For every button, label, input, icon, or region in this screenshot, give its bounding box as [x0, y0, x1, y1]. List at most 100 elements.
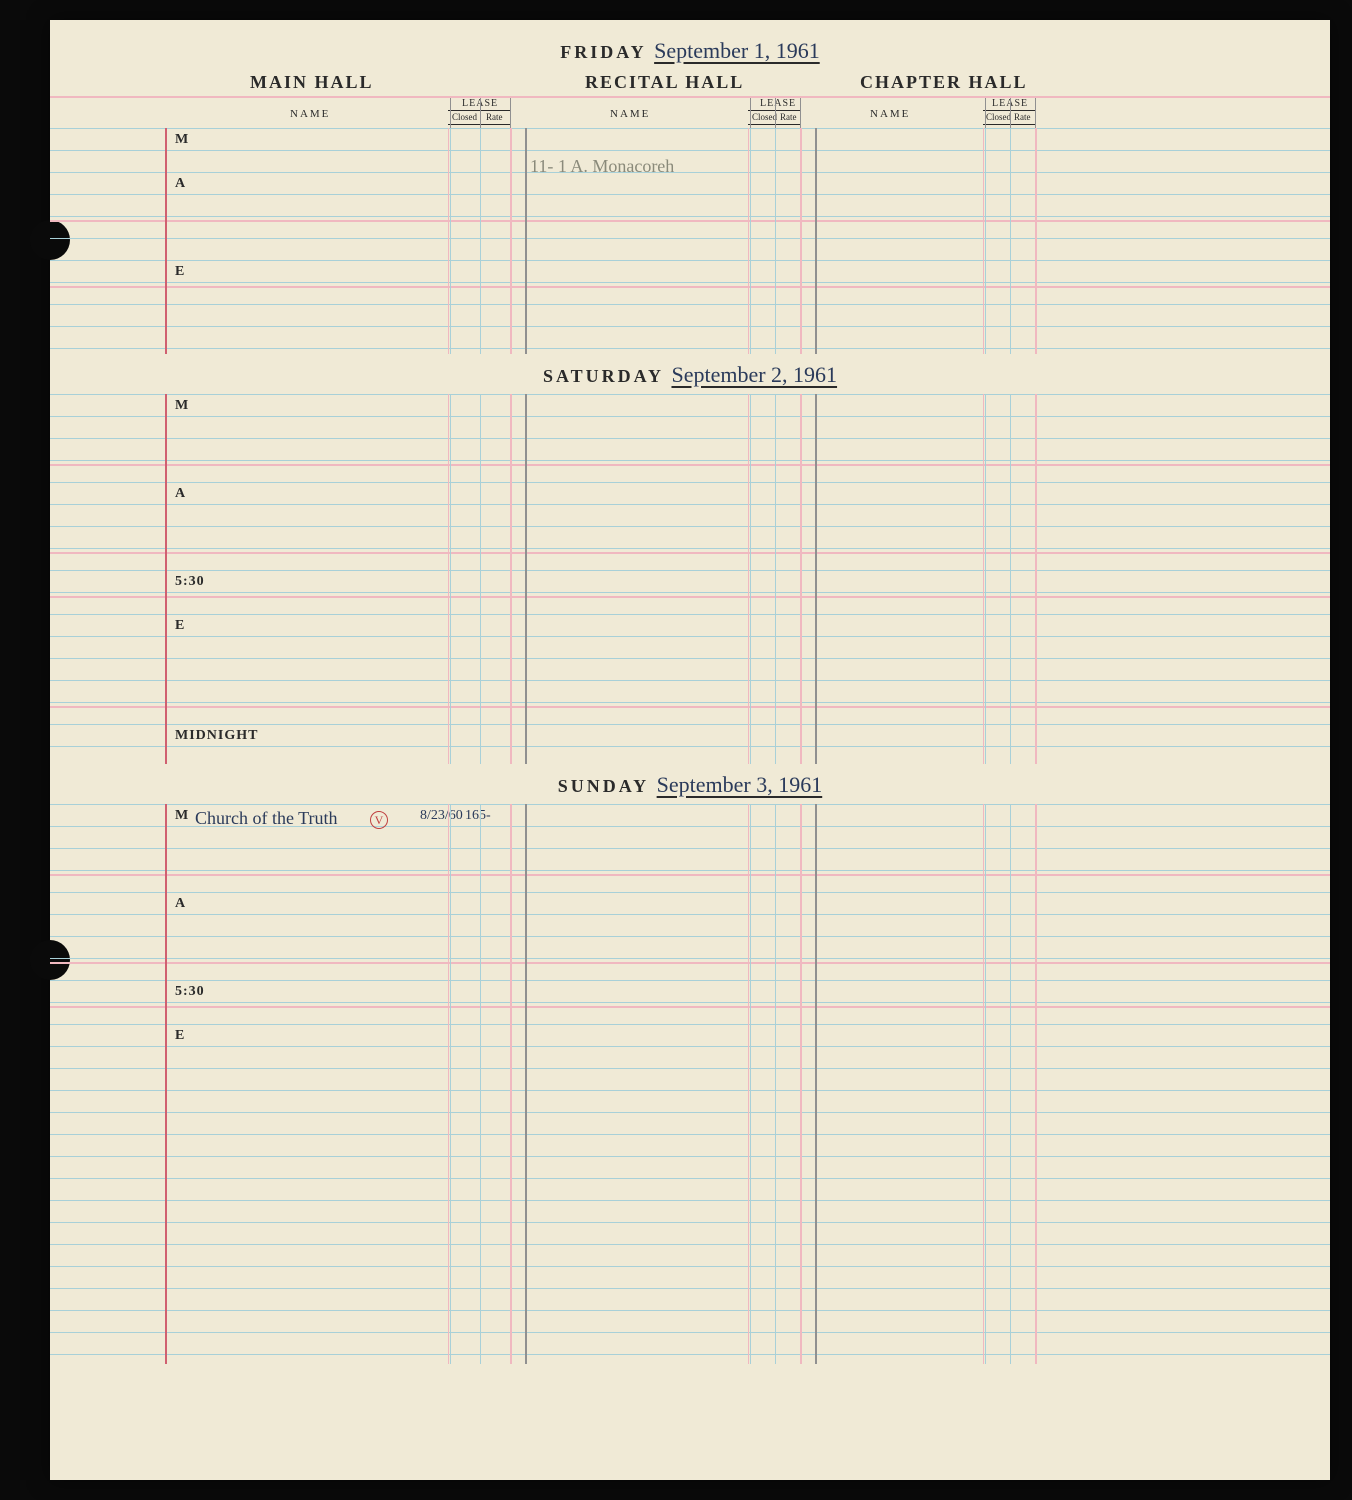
rule-line	[50, 238, 1330, 239]
sunday-header: SUNDAY September 3, 1961	[50, 772, 1330, 798]
rule-line	[50, 592, 1330, 593]
rule-line	[50, 1112, 1330, 1113]
column-rule	[983, 804, 984, 1364]
column-headers: NAME LEASE Closed Rate NAME LEASE Closed…	[50, 98, 1330, 128]
column-rule	[1035, 804, 1037, 1364]
column-rule	[1035, 98, 1036, 128]
column-rule	[1010, 804, 1011, 1364]
rule-line	[50, 614, 1330, 615]
rule-line	[50, 1178, 1330, 1179]
rule-line	[50, 526, 1330, 527]
column-rule	[815, 804, 817, 1364]
section-divider	[50, 1006, 1330, 1008]
section-divider	[50, 286, 1330, 288]
rule-line	[50, 194, 1330, 195]
column-rule	[815, 128, 817, 354]
rule-line	[50, 1288, 1330, 1289]
chapter-closed-header: Closed	[986, 112, 1011, 122]
rule-line	[50, 1046, 1330, 1047]
ledger-entry: 11- 1 A. Monacoreh	[530, 156, 674, 177]
recital-rate-header: Rate	[780, 112, 797, 122]
column-rule	[1010, 128, 1011, 354]
rule-line	[50, 548, 1330, 549]
column-rule	[775, 394, 776, 764]
rule-line	[50, 416, 1330, 417]
column-rule	[985, 128, 986, 354]
friday-header: FRIDAY September 1, 1961	[50, 38, 1330, 64]
rule-line	[50, 1068, 1330, 1069]
chapter-rate-header: Rate	[1014, 112, 1031, 122]
sunday-date: September 3, 1961	[657, 772, 823, 797]
main-rate-header: Rate	[486, 112, 503, 122]
rule-line	[50, 1156, 1330, 1157]
rule-line	[50, 1090, 1330, 1091]
rule-line	[50, 460, 1330, 461]
column-rule	[448, 394, 449, 764]
column-rule	[448, 128, 449, 354]
column-rule	[748, 804, 749, 1364]
rule-line	[50, 914, 1330, 915]
saturday-header: SATURDAY September 2, 1961	[50, 362, 1330, 388]
saturday-date: September 2, 1961	[671, 362, 837, 387]
column-rule	[750, 98, 751, 128]
main-name-header: NAME	[290, 108, 330, 120]
rule-line	[50, 504, 1330, 505]
column-rule	[510, 98, 511, 128]
column-rule	[800, 804, 802, 1364]
rule-line	[50, 1266, 1330, 1267]
header-underline	[983, 110, 1035, 111]
time-slot-midnight: MIDNIGHT	[175, 728, 258, 744]
sunday-label: SUNDAY	[558, 776, 649, 796]
rule-line	[50, 892, 1330, 893]
column-rule	[750, 128, 751, 354]
rule-line	[50, 304, 1330, 305]
column-rule	[165, 394, 167, 764]
rule-line	[50, 348, 1330, 349]
rule-line	[50, 1244, 1330, 1245]
column-rule	[748, 394, 749, 764]
recital-name-header: NAME	[610, 108, 650, 120]
ledger-entry: V	[370, 808, 388, 829]
rule-line	[50, 702, 1330, 703]
rule-line	[50, 482, 1330, 483]
column-rule	[450, 98, 451, 128]
time-slot-e: E	[175, 264, 185, 280]
rule-line	[50, 804, 1330, 805]
header-underline	[983, 124, 1035, 125]
column-rule	[448, 804, 449, 1364]
column-rule	[450, 128, 451, 354]
saturday-label: SATURDAY	[543, 366, 664, 386]
ruled-area-sunday: MA5:30EChurch of the TruthV8/23/60165-	[50, 804, 1330, 1364]
main-hall-title: MAIN HALL	[250, 72, 374, 93]
header-underline	[448, 124, 510, 125]
rule-line	[50, 1200, 1330, 1201]
section-divider	[50, 552, 1330, 554]
recital-hall-title: RECITAL HALL	[585, 72, 744, 93]
column-rule	[1035, 394, 1037, 764]
rule-line	[50, 870, 1330, 871]
rule-line	[50, 1332, 1330, 1333]
header-underline	[448, 110, 510, 111]
column-rule	[165, 128, 167, 354]
recital-lease-header: LEASE	[760, 98, 796, 109]
rule-line	[50, 658, 1330, 659]
column-rule	[480, 128, 481, 354]
time-slot-e: E	[175, 1028, 185, 1044]
time-slot-e: E	[175, 618, 185, 634]
column-rule	[510, 804, 512, 1364]
section-divider	[50, 220, 1330, 222]
column-rule	[985, 98, 986, 128]
ruled-area-saturday: MA5:30EMIDNIGHT	[50, 394, 1330, 764]
rule-line	[50, 216, 1330, 217]
column-rule	[800, 128, 802, 354]
column-rule	[983, 394, 984, 764]
column-rule	[165, 804, 167, 1364]
section-divider	[50, 464, 1330, 466]
time-slot-a: A	[175, 896, 186, 912]
column-rule	[480, 394, 481, 764]
rule-line	[50, 1310, 1330, 1311]
header-underline	[748, 110, 800, 111]
time-slot-m: M	[175, 808, 189, 824]
column-rule	[775, 128, 776, 354]
column-rule	[748, 128, 749, 354]
